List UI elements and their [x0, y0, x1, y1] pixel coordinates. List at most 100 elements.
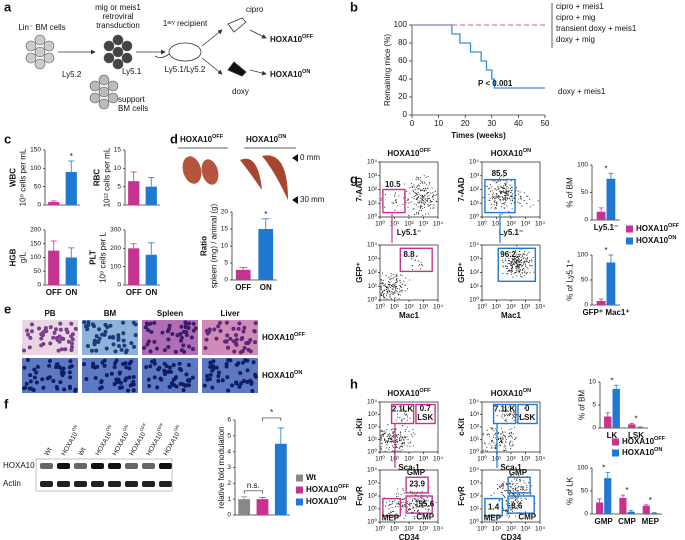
label-sup: ON: [278, 134, 286, 140]
cell: [98, 98, 110, 110]
band: [74, 463, 87, 469]
column-header: BM: [104, 309, 117, 318]
plot-title: HOXA10ON: [491, 148, 531, 158]
y-tick-label: 10: [589, 379, 597, 386]
bar: [65, 172, 77, 205]
y-tick-label: 10⁴: [469, 467, 479, 474]
legend-entry: HOXA10OFF: [622, 436, 666, 446]
gate-value: 1.4: [488, 503, 500, 512]
significance: *: [270, 408, 273, 417]
plot-title: HOXA10OFF: [387, 148, 431, 158]
y-tick-label: 60: [398, 56, 407, 65]
x-tick-label: 10³: [419, 456, 429, 463]
y-axis-label: c-Kit: [457, 418, 466, 436]
gate-label: LK: [505, 405, 516, 414]
x-tick-label: OFF: [235, 283, 251, 292]
bar: [145, 254, 157, 285]
label: mig or meis1: [95, 3, 141, 12]
legend-swatch: [296, 486, 303, 494]
bar: [48, 250, 60, 285]
legend-entry-sup: ON: [654, 447, 662, 453]
y-tick-label: 10: [221, 243, 229, 250]
label: Ly5.2: [62, 70, 82, 79]
flow-frame: [481, 401, 541, 453]
band: [108, 481, 121, 487]
y-tick-label: 10⁴: [469, 159, 479, 166]
cell: [103, 52, 115, 64]
label: HOXA10OFF: [270, 34, 314, 44]
y-tick-label: 10²: [470, 424, 480, 431]
y-tick-label: 5: [224, 260, 228, 267]
y-tick-label: 300: [110, 227, 121, 234]
legend-entry-main: HOXA10: [306, 485, 339, 494]
row-label: HOXA10OFF: [262, 332, 306, 342]
x-tick-label: 10⁴: [433, 221, 443, 228]
y-tick-label: 10⁴: [367, 399, 377, 406]
x-tick-label: 10¹: [492, 221, 502, 228]
events: [381, 486, 437, 520]
spleen: [182, 156, 202, 184]
arrow: [249, 69, 267, 76]
bar: [596, 502, 604, 514]
legend-entry: HOXA10ON: [306, 496, 346, 506]
y-tick-label: 10²: [368, 269, 378, 276]
y-tick-label: 10⁰: [469, 518, 479, 526]
spleen: [262, 155, 288, 200]
x-tick-label: CMP: [618, 517, 636, 526]
label-main: HOXA10: [270, 70, 303, 79]
x-tick-label: 10³: [419, 221, 429, 228]
cell: [89, 80, 101, 92]
cell: [112, 46, 124, 58]
y-tick-label: 10²: [470, 493, 480, 500]
lane-label-main: Wt: [43, 446, 53, 457]
panel-letter: f: [4, 396, 9, 411]
lane-label: Wt: [77, 446, 87, 457]
y-tick-label: 10¹: [368, 200, 378, 207]
gate-value: 0.7: [420, 404, 432, 413]
x-tick-label: 10³: [521, 304, 531, 311]
label: support: [118, 95, 145, 104]
x-tick-label: 10²: [404, 221, 414, 228]
x-tick-label: 10³: [419, 304, 429, 311]
significance: *: [70, 152, 73, 161]
y-axis-label: relative fold modulation: [217, 426, 226, 508]
y-tick-label: 50: [581, 488, 589, 495]
bar: [238, 499, 251, 515]
y-tick-label: 0: [37, 282, 41, 289]
cell: [103, 40, 115, 52]
y-tick-label: 10⁰: [469, 296, 479, 304]
x-tick-label: 10¹: [492, 304, 502, 311]
bar: [642, 505, 650, 514]
y-axis-label: 7-AAD: [457, 177, 466, 202]
legend-entry: HOXA10ON: [622, 447, 662, 457]
label: HOXA10ON: [246, 134, 286, 144]
y-tick-label: 100: [110, 263, 121, 270]
y-tick-label: 100: [577, 465, 588, 472]
label: 1ᵃʳʸ recipient: [163, 19, 208, 28]
legend-entry-sup: OFF: [338, 484, 350, 490]
plot-title: HOXA10ON: [491, 388, 531, 398]
significance: *: [264, 210, 267, 219]
gate-value: 7.1: [494, 405, 506, 414]
y-tick-label: 10¹: [470, 283, 480, 290]
x-axis-label: CD34: [399, 533, 420, 540]
y-tick-label: 0: [117, 202, 121, 209]
y-tick-label: 200: [110, 245, 121, 252]
y-tick-label: 10⁰: [367, 213, 377, 221]
y-tick-label: 5: [592, 402, 596, 409]
label-sup: OFF: [302, 34, 314, 40]
x-tick-label: 10⁴: [433, 456, 443, 463]
x-axis-label: CD34: [501, 533, 522, 540]
nuclei: [202, 358, 258, 393]
cell: [25, 52, 37, 64]
y-tick-label: 10²: [368, 186, 378, 193]
gate-value: 2.1: [392, 405, 404, 414]
events: [482, 404, 526, 452]
y-tick-label: 100: [30, 165, 41, 172]
y-tick-label: 4: [227, 448, 231, 455]
y-tick-label: 10³: [368, 480, 378, 487]
legend-entry: cipro + meis1: [556, 2, 604, 11]
x-tick-label: 10⁴: [535, 456, 545, 463]
label: Ly5.1: [122, 67, 142, 76]
cell: [34, 34, 46, 46]
